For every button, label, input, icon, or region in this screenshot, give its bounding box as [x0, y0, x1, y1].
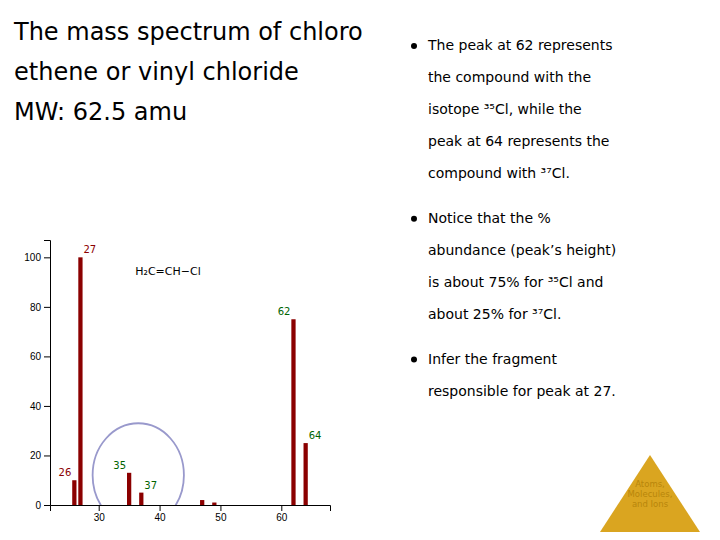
tick-mark — [220, 505, 221, 511]
footer-text: Atoms, — [635, 479, 665, 489]
tick-label: 50 — [215, 512, 227, 523]
bullet-dot — [411, 43, 417, 49]
tick-mark — [44, 356, 50, 357]
bullet-text: Infer the fragment — [428, 351, 557, 367]
title: The mass spectrum of chloro ethene or vin… — [13, 18, 363, 126]
bullet-text: compound with ³⁷Cl. — [428, 165, 570, 181]
bar — [304, 443, 308, 505]
tick-mark — [44, 257, 50, 258]
title-line: MW: 62.5 amu — [14, 98, 187, 126]
tick: 100 — [24, 252, 50, 263]
footer: Atoms,Molecules,and Ions — [600, 455, 700, 532]
peak-label: 26 — [59, 467, 72, 478]
peak-label: 62 — [278, 306, 291, 317]
tick-mark — [160, 505, 161, 511]
tick: 40 — [155, 505, 167, 523]
tick-label: 60 — [30, 351, 42, 362]
tick-label: 20 — [30, 450, 42, 461]
bar — [139, 493, 143, 505]
axis-line — [44, 241, 51, 506]
peak-label: 64 — [309, 430, 322, 441]
plot-area — [72, 257, 308, 505]
tick: 60 — [30, 351, 50, 362]
tick-label: 60 — [276, 512, 288, 523]
bar — [78, 257, 82, 505]
tick: 50 — [215, 505, 227, 523]
bullet-text: abundance (peak’s height) — [428, 242, 616, 258]
tick-mark — [44, 505, 50, 506]
bullet-text: the compound with the — [428, 69, 591, 85]
tick-label: 0 — [35, 500, 41, 511]
title-line: ethene or vinyl chloride — [14, 58, 299, 86]
title-line: The mass spectrum of chloro — [13, 18, 363, 46]
bullet-text: isotope ³⁵Cl, while the — [428, 101, 582, 117]
tick-mark — [44, 406, 50, 407]
y-axis: 0 20 40 60 80 100 — [24, 241, 50, 511]
bar — [200, 500, 204, 505]
tick-mark — [281, 505, 282, 511]
formula: H₂C=CH−Cl — [135, 265, 200, 278]
footer-triangle — [600, 455, 700, 532]
x-axis: 30 40 50 60 — [51, 505, 331, 523]
bullet-text: responsible for peak at 27. — [428, 383, 616, 399]
tick: 60 — [276, 505, 288, 523]
bullet-text: about 25% for ³⁷Cl. — [428, 306, 561, 322]
tick: 80 — [30, 302, 50, 313]
tick: 40 — [30, 401, 50, 412]
tick-label: 40 — [30, 401, 42, 412]
peak-label: 35 — [113, 460, 126, 471]
footer-text: and Ions — [632, 499, 669, 509]
footer-text: Molecules, — [628, 489, 673, 499]
tick-mark — [44, 307, 50, 308]
bar — [291, 319, 295, 505]
peak-label: 27 — [83, 244, 96, 255]
bullets: The peak at 62 represents the compound wi… — [411, 37, 616, 399]
highlight-ellipse — [93, 423, 184, 505]
tick-label: 80 — [30, 302, 42, 313]
tick: 0 — [35, 500, 50, 511]
tick-label: 100 — [24, 252, 41, 263]
tick-label: 40 — [155, 512, 167, 523]
tick: 30 — [94, 505, 106, 523]
bullet-text: The peak at 62 represents — [427, 37, 612, 53]
bar — [72, 480, 76, 505]
bullet-dot — [411, 216, 417, 222]
tick-label: 30 — [94, 512, 106, 523]
tick-mark — [44, 455, 50, 456]
tick-mark — [99, 505, 100, 511]
bar — [127, 473, 131, 505]
annotations: H₂C=CH−Cl 26 27 35 37 62 64 — [59, 244, 322, 490]
bar — [212, 503, 216, 505]
bullet-text: peak at 64 represents the — [428, 133, 609, 149]
page: The mass spectrum of chloro ethene or vin… — [0, 0, 720, 540]
tick: 20 — [30, 450, 50, 461]
bullet-text: Notice that the % — [428, 210, 551, 226]
bullet-text: is about 75% for ³⁵Cl and — [428, 274, 603, 290]
axis-line — [51, 506, 331, 512]
bullet-dot — [411, 357, 417, 363]
peak-label: 37 — [144, 480, 157, 491]
